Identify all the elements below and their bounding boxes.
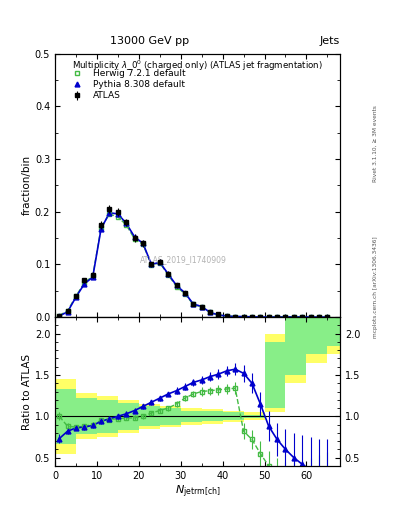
Herwig 7.2.1 default xyxy=(158,260,162,266)
Pythia 8.308 default xyxy=(199,304,204,310)
Pythia 8.308 default xyxy=(141,240,145,246)
Herwig 7.2.1 default xyxy=(99,224,103,230)
Herwig 7.2.1 default xyxy=(199,304,204,310)
Herwig 7.2.1 default xyxy=(258,314,263,320)
Herwig 7.2.1 default xyxy=(292,314,296,320)
Herwig 7.2.1 default xyxy=(317,314,321,320)
Herwig 7.2.1 default xyxy=(124,222,129,228)
Herwig 7.2.1 default xyxy=(283,314,288,320)
Herwig 7.2.1 default xyxy=(300,314,305,320)
Pythia 8.308 default xyxy=(208,309,212,315)
Pythia 8.308 default xyxy=(325,314,330,320)
Pythia 8.308 default xyxy=(292,314,296,320)
Pythia 8.308 default xyxy=(57,313,62,319)
Pythia 8.308 default xyxy=(224,313,229,319)
Herwig 7.2.1 default xyxy=(73,293,78,299)
Herwig 7.2.1 default xyxy=(116,214,120,220)
Pythia 8.308 default xyxy=(275,314,279,320)
Text: Multiplicity $\lambda\_0^0$ (charged only) (ATLAS jet fragmentation): Multiplicity $\lambda\_0^0$ (charged onl… xyxy=(72,59,323,73)
Pythia 8.308 default xyxy=(132,234,137,240)
Pythia 8.308 default xyxy=(65,309,70,315)
Herwig 7.2.1 default xyxy=(57,312,62,318)
Herwig 7.2.1 default xyxy=(132,236,137,242)
Herwig 7.2.1 default xyxy=(275,314,279,320)
Herwig 7.2.1 default xyxy=(82,280,87,286)
Herwig 7.2.1 default xyxy=(266,314,271,320)
Line: Pythia 8.308 default: Pythia 8.308 default xyxy=(57,210,330,319)
Pythia 8.308 default xyxy=(317,314,321,320)
Pythia 8.308 default xyxy=(241,313,246,319)
Herwig 7.2.1 default xyxy=(233,313,237,319)
Pythia 8.308 default xyxy=(308,314,313,320)
Pythia 8.308 default xyxy=(266,314,271,320)
Pythia 8.308 default xyxy=(283,314,288,320)
Herwig 7.2.1 default xyxy=(65,308,70,314)
Text: Rivet 3.1.10, ≥ 3M events: Rivet 3.1.10, ≥ 3M events xyxy=(373,105,378,182)
Pythia 8.308 default xyxy=(82,281,87,287)
Herwig 7.2.1 default xyxy=(224,313,229,319)
Herwig 7.2.1 default xyxy=(183,291,187,297)
Y-axis label: Ratio to ATLAS: Ratio to ATLAS xyxy=(22,353,32,430)
Pythia 8.308 default xyxy=(99,225,103,231)
Herwig 7.2.1 default xyxy=(107,211,112,217)
Herwig 7.2.1 default xyxy=(191,302,196,308)
Herwig 7.2.1 default xyxy=(308,314,313,320)
Text: ATLAS_2019_I1740909: ATLAS_2019_I1740909 xyxy=(140,255,227,264)
Herwig 7.2.1 default xyxy=(166,272,171,278)
Pythia 8.308 default xyxy=(250,314,254,320)
Pythia 8.308 default xyxy=(183,290,187,296)
Herwig 7.2.1 default xyxy=(250,314,254,320)
Pythia 8.308 default xyxy=(90,274,95,280)
Text: mcplots.cern.ch [arXiv:1306.3436]: mcplots.cern.ch [arXiv:1306.3436] xyxy=(373,236,378,337)
Line: Herwig 7.2.1 default: Herwig 7.2.1 default xyxy=(57,211,330,319)
Y-axis label: fraction/bin: fraction/bin xyxy=(22,155,32,216)
Pythia 8.308 default xyxy=(73,294,78,300)
Pythia 8.308 default xyxy=(149,261,154,267)
Herwig 7.2.1 default xyxy=(216,312,221,318)
Herwig 7.2.1 default xyxy=(90,273,95,279)
Pythia 8.308 default xyxy=(233,313,237,319)
Herwig 7.2.1 default xyxy=(208,309,212,315)
Herwig 7.2.1 default xyxy=(149,262,154,268)
Pythia 8.308 default xyxy=(107,210,112,216)
Herwig 7.2.1 default xyxy=(325,314,330,320)
Pythia 8.308 default xyxy=(174,283,179,289)
Pythia 8.308 default xyxy=(300,314,305,320)
Legend: Herwig 7.2.1 default, Pythia 8.308 default, ATLAS: Herwig 7.2.1 default, Pythia 8.308 defau… xyxy=(65,66,189,103)
X-axis label: $N_{\mathrm{jetrm[ch]}}$: $N_{\mathrm{jetrm[ch]}}$ xyxy=(174,483,220,500)
Pythia 8.308 default xyxy=(124,220,129,226)
Pythia 8.308 default xyxy=(158,259,162,265)
Pythia 8.308 default xyxy=(258,314,263,320)
Text: 13000 GeV pp: 13000 GeV pp xyxy=(110,36,189,46)
Pythia 8.308 default xyxy=(216,312,221,318)
Text: Jets: Jets xyxy=(320,36,340,46)
Herwig 7.2.1 default xyxy=(241,313,246,319)
Pythia 8.308 default xyxy=(116,211,120,217)
Pythia 8.308 default xyxy=(191,301,196,307)
Herwig 7.2.1 default xyxy=(174,284,179,290)
Pythia 8.308 default xyxy=(166,271,171,277)
Herwig 7.2.1 default xyxy=(141,241,145,247)
